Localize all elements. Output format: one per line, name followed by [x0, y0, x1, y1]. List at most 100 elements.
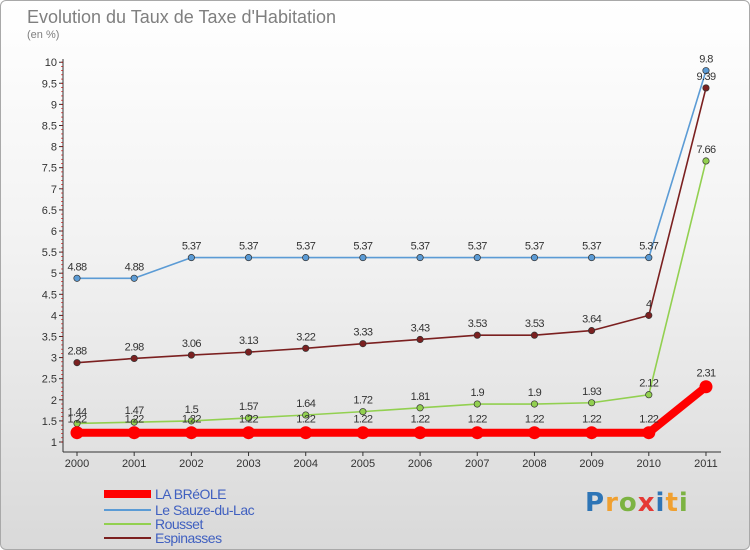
chart-title: Evolution du Taux de Taxe d'Habitation — [27, 7, 336, 27]
data-point — [416, 254, 424, 262]
data-label: 5.37 — [296, 241, 315, 253]
data-point — [244, 348, 253, 356]
data-label: 5.37 — [239, 241, 258, 253]
y-tick-label: 1.5 — [42, 416, 57, 428]
data-label: 5.37 — [639, 241, 658, 253]
data-label: 1.47 — [125, 405, 144, 417]
data-point — [130, 418, 138, 426]
data-point — [585, 426, 599, 440]
data-point — [242, 426, 256, 440]
data-label: 1.9 — [528, 387, 542, 399]
data-point — [702, 84, 710, 92]
data-label: 3.53 — [525, 318, 544, 330]
y-tick-label: 2.5 — [42, 374, 57, 386]
data-point — [588, 254, 596, 262]
data-point — [302, 344, 310, 352]
data-label: 1.9 — [471, 387, 485, 399]
data-label: 5.37 — [411, 241, 430, 253]
data-label: 1.93 — [582, 386, 601, 398]
series-line-2 — [76, 160, 707, 425]
data-label: 4.88 — [125, 261, 144, 273]
data-label: 3.13 — [239, 335, 258, 347]
data-label: 1.22 — [125, 414, 144, 426]
data-point — [530, 400, 538, 408]
data-point — [699, 380, 713, 394]
y-tick-label: 7 — [51, 184, 57, 196]
data-label: 1.22 — [411, 414, 430, 426]
x-tick-label: 2002 — [179, 458, 203, 470]
y-tick-label: 2 — [51, 395, 57, 407]
data-point — [244, 414, 253, 422]
data-label: 2.31 — [696, 368, 715, 380]
data-label: 7.66 — [696, 144, 715, 156]
series-line-0 — [73, 382, 710, 437]
data-label: 1.22 — [296, 414, 315, 426]
data-point — [530, 331, 538, 339]
series-labels: 4.88 4.88 5.37 5.37 5.37 5.37 5.37 5.37 5.37 5.37… — [67, 54, 716, 426]
data-point — [416, 404, 424, 412]
series-points — [70, 67, 713, 440]
data-point — [645, 391, 653, 399]
data-point — [299, 426, 313, 440]
data-point — [416, 335, 424, 344]
data-point — [187, 351, 195, 359]
x-tick-label: 2003 — [236, 458, 260, 470]
series-lines — [73, 69, 710, 437]
data-point — [356, 426, 370, 440]
data-label: 1.22 — [353, 414, 372, 426]
data-point — [184, 426, 198, 440]
legend-label: Rousset — [155, 516, 203, 532]
proxiti-logo: Proxiti — [585, 488, 689, 518]
data-label: 3.22 — [296, 331, 315, 343]
data-label: 1.57 — [239, 401, 258, 413]
data-point — [70, 426, 84, 440]
logo-letter: t — [665, 488, 679, 518]
data-label: 2.88 — [67, 346, 86, 358]
data-label: 1.5 — [185, 404, 199, 416]
data-label: 1.22 — [525, 414, 544, 426]
y-tick-label: 6 — [51, 226, 57, 238]
data-label: 3.64 — [582, 314, 601, 326]
data-point — [588, 327, 596, 335]
logo-letter: r — [605, 488, 619, 518]
x-tick-label: 2009 — [579, 458, 603, 470]
data-point — [359, 254, 367, 262]
data-point — [302, 254, 310, 262]
legend-label: Espinasses — [155, 530, 222, 546]
data-label: 3.06 — [182, 338, 201, 350]
data-point — [413, 426, 427, 440]
data-point — [642, 426, 656, 440]
logo-letter: o — [618, 488, 638, 518]
y-tick-label: 9.5 — [42, 78, 57, 90]
x-tick-label: 2000 — [65, 458, 89, 470]
logo-letter: i — [655, 488, 666, 518]
data-label: 3.43 — [411, 322, 430, 334]
data-point — [187, 417, 195, 425]
data-point — [470, 426, 484, 440]
y-tick-label: 8.5 — [42, 121, 57, 133]
data-point — [73, 359, 81, 367]
y-tick-label: 5.5 — [42, 247, 57, 259]
data-point — [702, 67, 710, 75]
x-tick-label: 2007 — [465, 458, 489, 470]
y-tick-label: 4 — [51, 310, 57, 322]
data-label: 1.72 — [353, 395, 372, 407]
logo-letter: x — [637, 488, 656, 518]
x-tick-label: 2004 — [293, 458, 317, 470]
x-tick-label: 2010 — [637, 458, 661, 470]
data-point — [127, 426, 141, 440]
data-point — [473, 331, 481, 339]
data-point — [702, 157, 710, 165]
data-label: 3.33 — [353, 327, 372, 339]
logo-letter: P — [585, 488, 606, 518]
data-label: 1.22 — [239, 414, 258, 426]
data-label: 5.37 — [582, 241, 601, 253]
axes: 1 1.5 2 2.5 3 3.5 4 4.5 5 5.5 6 6.5 7 7.5 8 8.5 9 9.5 10 20… — [42, 57, 721, 470]
data-label: 5.37 — [468, 241, 487, 253]
data-point — [473, 254, 481, 262]
data-label: 4 — [646, 298, 652, 310]
y-tick-label: 1 — [51, 437, 57, 449]
data-point — [588, 399, 596, 407]
data-label: 2.12 — [639, 378, 658, 390]
